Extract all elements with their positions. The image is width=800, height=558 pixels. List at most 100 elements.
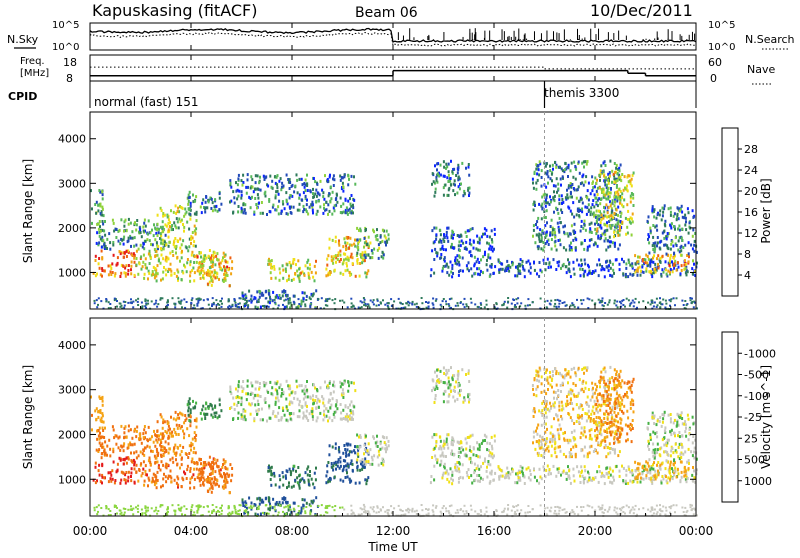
power-cell [141,235,143,238]
velocity-cell [225,467,227,470]
power-cell [337,258,339,261]
power-cell [139,228,141,231]
power-cell [450,261,452,264]
velocity-cell [616,465,618,468]
velocity-cell [99,427,101,430]
power-cell [302,183,304,186]
power-cell [664,307,666,309]
power-cell [583,248,585,251]
power-cell [170,209,172,212]
velocity-cell [278,419,280,422]
power-ytick-label: 4000 [58,133,86,146]
power-cell [666,244,668,247]
velocity-cell [95,462,97,465]
power-cell [414,303,416,305]
power-cell [95,274,97,277]
power-cell [676,297,678,299]
power-cell [476,260,478,263]
power-cell [442,245,444,248]
power-cell [342,185,344,188]
power-cell [160,297,162,299]
power-cell [617,193,619,196]
velocity-cell [140,438,142,441]
power-cell [364,241,366,244]
velocity-cell [176,424,178,427]
velocity-cell [430,475,432,478]
velocity-cell [307,474,309,477]
velocity-cell [628,468,630,471]
velocity-cell [252,392,254,395]
power-cell [692,259,694,262]
velocity-cell [363,461,365,464]
velocity-cell [373,454,375,457]
power-cell [224,269,226,272]
power-cell [557,183,559,186]
power-cell [152,273,154,276]
power-cell [364,299,366,301]
power-cell [599,302,601,304]
power-cell [617,179,619,182]
power-cell [468,261,470,264]
velocity-cell [609,481,611,484]
power-cell [340,179,342,182]
velocity-cell [277,412,279,415]
power-cell [173,211,175,214]
power-cell [365,228,367,231]
velocity-cell [123,442,125,445]
velocity-cell [288,509,290,512]
power-cell [632,213,634,216]
power-cell [547,300,549,302]
power-cell [155,272,157,275]
power-cell [376,228,378,231]
velocity-cell [219,472,221,475]
power-cell [246,192,248,195]
power-cell [566,271,568,274]
velocity-cell [282,407,284,410]
power-cell [596,220,598,223]
power-cell [538,238,540,241]
velocity-cell [123,436,125,439]
power-cell [588,198,590,201]
velocity-cell [209,456,211,459]
power-cell [237,210,239,213]
power-cell [386,230,388,233]
power-cell [150,231,152,234]
velocity-cell [165,450,167,453]
power-cell [174,237,176,240]
velocity-cell [201,408,203,411]
velocity-cell [565,472,567,475]
velocity-cell [498,478,500,481]
velocity-cell [154,433,156,436]
power-cell [207,269,209,272]
velocity-cell [207,476,209,479]
velocity-cell [462,476,464,479]
power-cell [576,299,578,301]
power-cell [551,219,553,222]
power-cell [578,161,580,164]
power-cell [507,301,509,303]
power-cell [393,300,395,302]
power-cell [678,266,680,269]
power-cell [559,217,561,220]
power-cell [188,200,190,203]
power-cell [659,248,661,251]
power-cell [623,198,625,201]
power-cell [620,179,622,182]
velocity-cell [267,391,269,394]
power-cell [309,267,311,270]
velocity-cell [196,468,198,471]
power-cell [282,294,284,297]
power-cell [649,227,651,230]
power-cell [278,200,280,203]
power-cell [615,195,617,198]
power-cell [272,291,274,294]
power-cell [624,187,626,190]
velocity-cell [178,433,180,436]
power-cell [214,198,216,201]
power-cell [148,272,150,275]
velocity-cell [447,447,449,450]
velocity-cell [130,443,132,446]
power-cell [632,197,634,200]
power-cell [559,166,561,169]
power-cell [605,260,607,263]
